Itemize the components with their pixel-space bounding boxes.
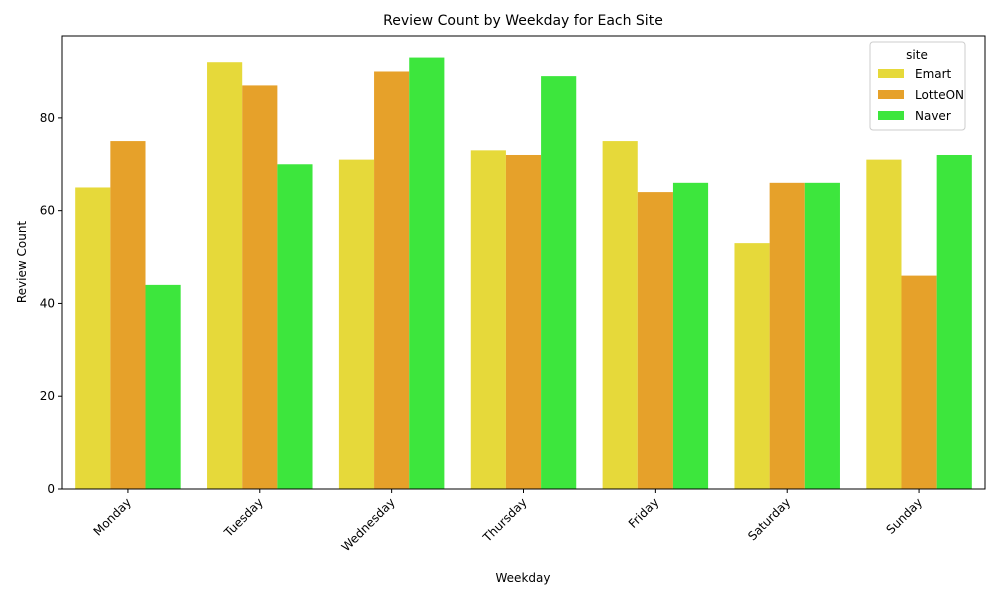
x-tick-label: Thursday xyxy=(480,495,530,545)
legend-items: Emart LotteON Naver xyxy=(878,67,964,123)
x-tick-label: Tuesday xyxy=(221,495,266,540)
bar-emart-friday xyxy=(602,141,638,489)
legend-label-emart: Emart xyxy=(915,67,952,81)
x-tick-label: Saturday xyxy=(745,495,793,543)
x-axis: Monday Tuesday Wednesday Thursday Friday Satu… xyxy=(91,489,926,554)
x-axis-title: Weekday xyxy=(496,571,551,585)
y-tick-label: 60 xyxy=(40,204,55,218)
y-axis-title: Review Count xyxy=(15,221,29,304)
bar-naver-tuesday xyxy=(277,164,313,490)
legend-box xyxy=(869,41,966,131)
legend-swatch-emart xyxy=(878,69,904,78)
plot-frame xyxy=(61,35,986,490)
x-tick-label: Wednesday xyxy=(339,495,398,554)
legend: site Emart LotteON Naver xyxy=(869,41,966,131)
bar-emart-monday xyxy=(75,187,111,489)
bar-naver-sunday xyxy=(936,154,972,489)
bar-naver-thursday xyxy=(541,76,577,489)
legend-label-naver: Naver xyxy=(915,109,951,123)
bar-naver-saturday xyxy=(804,182,840,489)
legend-swatch-lotteon xyxy=(878,90,904,99)
y-tick-label: 40 xyxy=(40,296,55,310)
bar-lotteon-saturday xyxy=(769,182,805,489)
bar-emart-sunday xyxy=(866,159,902,489)
x-tick-label: Sunday xyxy=(884,495,926,537)
bar-naver-wednesday xyxy=(409,57,445,489)
y-axis: 0 20 40 60 80 xyxy=(40,111,62,496)
x-tick-label: Monday xyxy=(91,495,134,538)
bar-emart-saturday xyxy=(734,243,770,489)
y-tick-label: 20 xyxy=(40,389,55,403)
bars-group xyxy=(75,57,972,490)
bar-lotteon-tuesday xyxy=(242,85,278,490)
y-tick-label: 0 xyxy=(47,482,55,496)
bar-emart-tuesday xyxy=(207,62,243,489)
bar-naver-friday xyxy=(672,182,709,489)
chart-title: Review Count by Weekday for Each Site xyxy=(383,13,663,29)
bar-lotteon-friday xyxy=(637,192,673,490)
bar-naver-monday xyxy=(145,284,181,489)
y-tick-label: 80 xyxy=(40,111,55,125)
legend-title: site xyxy=(906,48,928,62)
bar-emart-wednesday xyxy=(338,159,375,489)
bar-lotteon-wednesday xyxy=(374,71,410,490)
legend-label-lotteon: LotteON xyxy=(915,88,964,102)
legend-swatch-naver xyxy=(878,111,904,120)
x-tick-label: Friday xyxy=(626,495,662,531)
bar-lotteon-monday xyxy=(110,141,146,489)
bar-lotteon-sunday xyxy=(901,275,937,489)
bar-emart-thursday xyxy=(470,150,506,490)
bar-lotteon-thursday xyxy=(505,154,542,489)
